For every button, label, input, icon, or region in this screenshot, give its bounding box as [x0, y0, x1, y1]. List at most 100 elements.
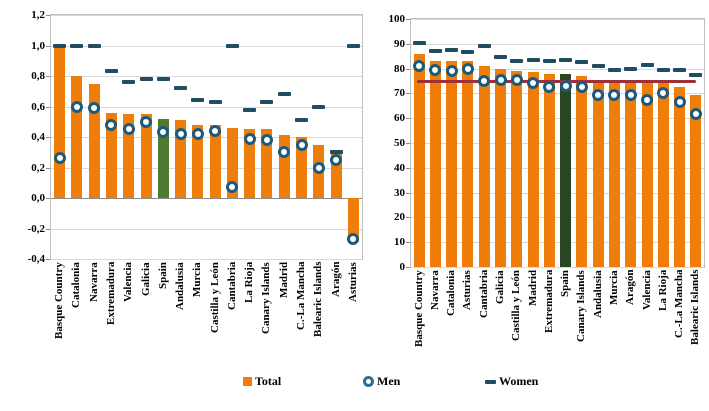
- gridline: [411, 19, 704, 20]
- men-circle-icon: [363, 376, 374, 387]
- total-bar: [192, 124, 204, 198]
- y-axis-label: 20: [394, 211, 405, 224]
- men-marker: [122, 123, 135, 136]
- x-axis-label: Catalonia: [445, 270, 458, 316]
- women-marker: [526, 57, 540, 62]
- legend-women-label: Women: [499, 374, 539, 388]
- total-bar: [641, 81, 653, 267]
- y-axis-label: 40: [394, 161, 405, 174]
- x-axis-label: Catalonia: [70, 262, 83, 308]
- legend-men-label: Men: [377, 374, 401, 388]
- total-bar: [71, 76, 83, 198]
- men-marker: [278, 146, 291, 159]
- women-marker: [260, 99, 274, 104]
- x-axis-label: Madrid: [277, 262, 290, 299]
- men-marker: [673, 96, 686, 109]
- total-bar: [88, 83, 100, 198]
- men-marker: [330, 153, 343, 166]
- women-marker: [461, 50, 475, 55]
- total-bar: [244, 129, 256, 198]
- total-bar: [347, 198, 359, 243]
- men-marker: [624, 88, 637, 101]
- gridline: [51, 259, 362, 260]
- total-square-icon: [243, 377, 252, 386]
- women-marker: [122, 80, 136, 85]
- women-marker: [174, 86, 188, 91]
- women-marker: [477, 44, 491, 49]
- x-axis-label: Balearic Islands: [689, 270, 702, 346]
- total-bar: [330, 150, 342, 198]
- x-axis-label: Andalusia: [174, 262, 187, 310]
- y-axis-tick: [406, 192, 410, 194]
- y-axis-tick: [46, 228, 50, 230]
- total-bar: [226, 127, 238, 198]
- x-axis-label: Madrid: [526, 270, 539, 307]
- gridline: [51, 106, 362, 108]
- x-axis-label: Basque Country: [412, 270, 425, 347]
- women-marker: [640, 62, 654, 67]
- women-marker: [191, 98, 205, 103]
- right-chart-plot: 100 90 80 70 60 50 40 30 20 10 0 Basque Country Nava…: [389, 13, 705, 347]
- x-axis-label: La Rioja: [243, 262, 256, 304]
- total-bar: [429, 61, 441, 267]
- y-axis-label: 100: [388, 13, 406, 25]
- x-axis-label: C.-La Mancha: [673, 270, 686, 339]
- x-axis-label: Extremadura: [542, 270, 555, 334]
- women-marker: [624, 66, 638, 71]
- men-marker: [140, 115, 153, 128]
- x-axis-label: Asturias: [346, 262, 359, 302]
- men-marker: [689, 108, 702, 121]
- y-axis-label: 10: [394, 236, 405, 249]
- total-bar: [690, 94, 702, 267]
- total-bar: [157, 118, 169, 198]
- legend-item-men: Men: [363, 374, 400, 389]
- men-marker: [53, 152, 66, 165]
- total-bar: [608, 79, 620, 267]
- gridline: [51, 137, 362, 138]
- x-axis-label: Cantabria: [477, 270, 490, 319]
- men-marker: [478, 75, 491, 87]
- legend-item-women: Women: [485, 374, 538, 389]
- total-bar: [446, 61, 458, 267]
- y-axis-tick: [406, 43, 410, 45]
- x-axis-label: Balearic Islands: [312, 262, 325, 338]
- men-marker: [105, 118, 118, 131]
- reference-line: [417, 79, 696, 83]
- x-axis-label: Castilla y León: [510, 270, 523, 341]
- y-axis-label: 30: [394, 186, 405, 199]
- men-marker: [461, 62, 474, 75]
- women-marker: [607, 67, 621, 72]
- total-bar: [511, 71, 523, 267]
- men-marker: [88, 102, 101, 115]
- y-axis-tick: [46, 137, 50, 138]
- y-axis-label: 1,0: [31, 39, 45, 52]
- gridline: [51, 228, 362, 230]
- men-marker: [429, 63, 442, 76]
- women-marker: [445, 48, 459, 52]
- gridline: [411, 43, 704, 45]
- x-axis-label: Spain: [156, 262, 169, 289]
- total-bar: [625, 81, 637, 267]
- total-bar: [413, 53, 425, 267]
- legend-item-total: Total: [243, 374, 281, 389]
- men-marker: [575, 81, 588, 94]
- total-bar: [674, 87, 686, 267]
- gridline: [411, 143, 704, 144]
- x-axis-label: Galicia: [494, 270, 507, 304]
- x-axis-label: Aragón: [624, 270, 637, 306]
- x-axis-label: Andalusia: [591, 270, 604, 318]
- women-dash-icon: [485, 379, 496, 384]
- women-marker: [208, 99, 222, 104]
- total-bar: [54, 45, 66, 198]
- x-axis-label: Castilla y León: [208, 262, 221, 333]
- men-marker: [312, 161, 325, 174]
- x-axis-label: Canary Islands: [260, 262, 273, 334]
- women-marker: [656, 67, 670, 72]
- x-axis-label: Spain: [559, 270, 572, 297]
- gridline: [51, 15, 362, 16]
- men-marker: [527, 77, 540, 90]
- y-axis-tick: [46, 15, 50, 16]
- total-bar: [657, 82, 669, 267]
- men-marker: [657, 87, 670, 100]
- gridline: [51, 167, 362, 169]
